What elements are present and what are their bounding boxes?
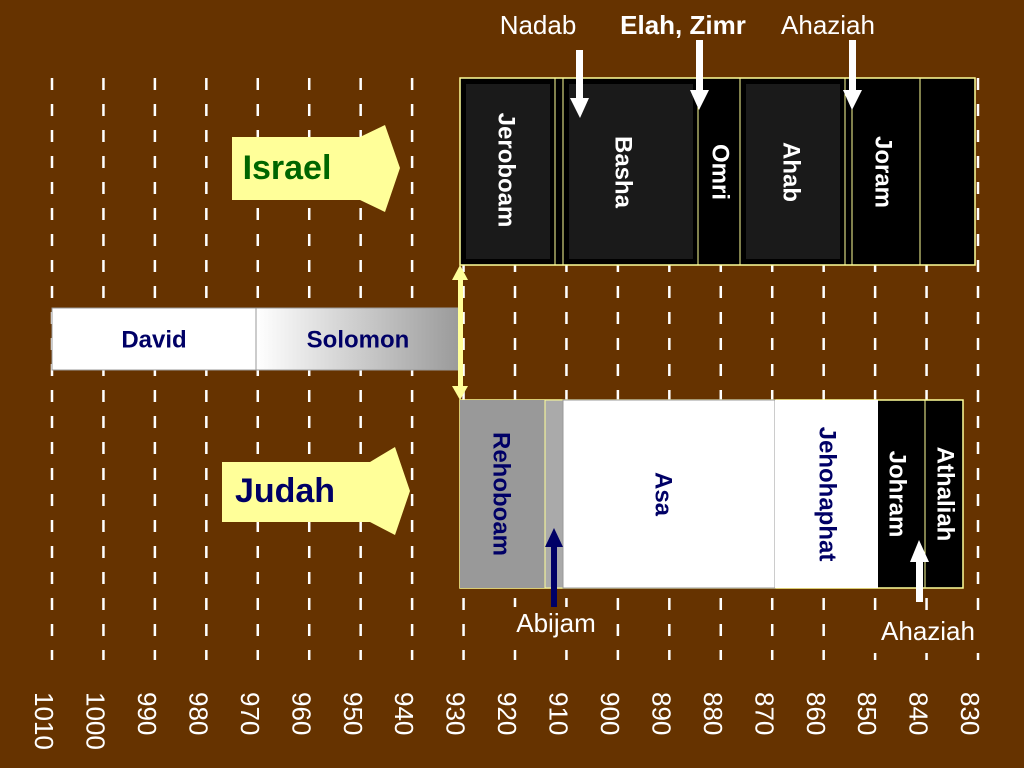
kingdom-label: Israel xyxy=(243,149,332,187)
king-name: David xyxy=(121,326,186,353)
year-label: 980 xyxy=(183,692,213,735)
year-label: 900 xyxy=(595,692,625,735)
king-name: Rehoboam xyxy=(488,432,515,556)
callout: Elah, Zimr xyxy=(620,10,746,40)
year-label: 990 xyxy=(132,692,162,735)
callout: Abijam xyxy=(516,608,595,638)
king-name: Jehohaphat xyxy=(814,427,841,562)
united-block: David Solomon xyxy=(51,307,461,371)
reign-box xyxy=(460,400,545,588)
king-name: Solomon xyxy=(307,326,410,353)
reign-box xyxy=(569,84,693,259)
year-label: 890 xyxy=(646,692,676,735)
kingdom-label: Judah xyxy=(235,472,335,510)
reign-box xyxy=(562,399,776,589)
year-label: 850 xyxy=(852,692,882,735)
king-name: Johram xyxy=(884,451,911,538)
callout: Nadab xyxy=(500,10,577,40)
callout: Ahaziah xyxy=(781,10,875,40)
year-label: 880 xyxy=(698,692,728,735)
king-name: Ahab xyxy=(778,142,805,202)
year-label: 970 xyxy=(235,692,265,735)
king-name: Basha xyxy=(610,136,637,209)
israel-arrow: Israel xyxy=(232,125,400,212)
year-label: 830 xyxy=(955,692,985,735)
judah-arrow: Judah xyxy=(222,447,410,535)
israel-block: Jeroboam Basha Omri Ahab Joram xyxy=(459,77,976,266)
year-label: 950 xyxy=(338,692,368,735)
king-name: Joram xyxy=(870,136,897,208)
year-label: 920 xyxy=(492,692,522,735)
king-name: Asa xyxy=(650,472,677,517)
king-name: Omri xyxy=(707,144,734,200)
reign-box xyxy=(746,84,840,259)
callout-box xyxy=(510,607,614,645)
year-label: 930 xyxy=(441,692,471,735)
year-label: 940 xyxy=(389,692,419,735)
reign-box xyxy=(51,307,257,371)
callout-arrows xyxy=(545,528,929,607)
year-label: 860 xyxy=(801,692,831,735)
year-label: 840 xyxy=(904,692,934,735)
year-label: 1000 xyxy=(81,692,111,750)
judah-block: Rehoboam Asa Jehohaphat Johram Athaliah xyxy=(459,399,964,589)
reign-box xyxy=(255,307,461,371)
callout: Ahaziah xyxy=(881,616,975,646)
king-name: Jeroboam xyxy=(493,113,520,228)
year-label: 910 xyxy=(544,692,574,735)
callout-arrows xyxy=(570,40,862,118)
year-label: 870 xyxy=(749,692,779,735)
king-name: Athaliah xyxy=(932,447,959,542)
reign-box xyxy=(466,84,550,259)
year-label: 960 xyxy=(286,692,316,735)
split-arrow xyxy=(452,265,468,400)
callout-box xyxy=(872,613,982,653)
reign-box xyxy=(775,400,878,588)
year-label: 1010 xyxy=(29,692,59,750)
